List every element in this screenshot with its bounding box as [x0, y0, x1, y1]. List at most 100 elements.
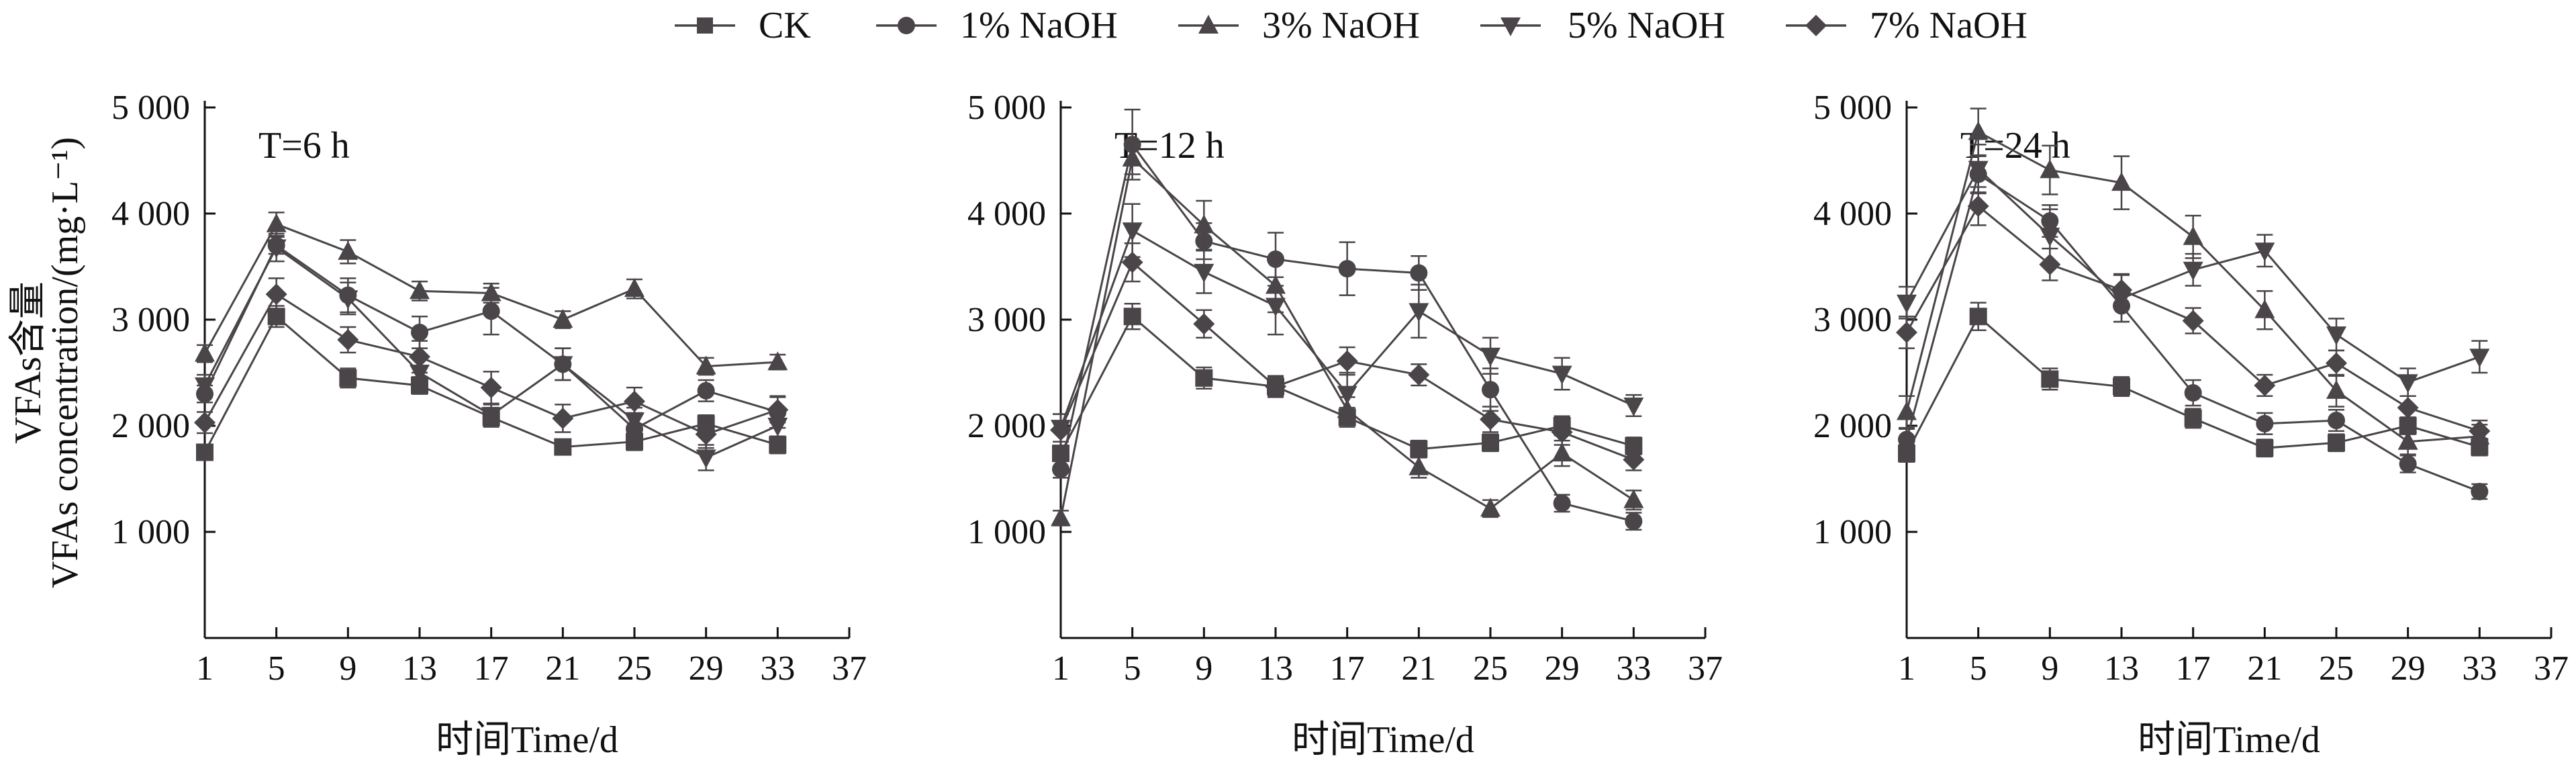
data-point [1552, 366, 1572, 385]
data-point [2185, 384, 2202, 402]
x-tick-label: 37 [2534, 649, 2569, 688]
y-tick-label: 2 000 [1813, 407, 1892, 445]
x-tick-label: 5 [1970, 649, 1987, 688]
x-tick-label: 17 [2176, 649, 2211, 688]
y-tick-label: 1 000 [111, 513, 190, 551]
data-point [338, 241, 358, 260]
data-point [624, 391, 645, 412]
data-point [1409, 457, 1429, 475]
data-point [1623, 398, 1643, 416]
data-point [2326, 326, 2346, 345]
x-tick-label: 21 [545, 649, 580, 688]
y-tick-label: 2 000 [967, 407, 1046, 445]
y-tick-label: 1 000 [967, 513, 1046, 551]
x-tick-label: 1 [1898, 649, 1915, 688]
x-tick-label: 25 [2319, 649, 2354, 688]
data-point [1896, 322, 1917, 343]
data-point [767, 399, 788, 420]
x-axis-title: 时间Time/d [1292, 719, 1474, 761]
x-axis-title: 时间Time/d [2138, 719, 2320, 761]
y-tick-label: 3 000 [967, 301, 1046, 339]
data-point [2039, 254, 2060, 275]
data-point [1482, 434, 1499, 451]
data-point [2471, 483, 2488, 500]
data-point [481, 283, 502, 302]
data-point [2326, 353, 2347, 374]
data-point [194, 412, 216, 433]
y-tick-label: 1 000 [1813, 513, 1892, 551]
data-point [1410, 441, 1427, 458]
data-point [696, 449, 716, 468]
x-tick-label: 29 [1545, 649, 1580, 688]
data-point [2328, 412, 2345, 429]
legend-item-3pct-naoh: 3% NaOH [1178, 5, 1420, 46]
x-tick-label: 9 [339, 649, 356, 688]
x-tick-label: 9 [1195, 649, 1212, 688]
data-point [1410, 264, 1427, 281]
x-tick-label: 17 [474, 649, 509, 688]
x-tick-label: 13 [1258, 649, 1293, 688]
data-point [196, 444, 213, 461]
chart-panels: 1 0002 0003 0004 0005 0001 5 9 13 17 21 25 29 33… [111, 89, 2569, 761]
x-tick-label: 5 [268, 649, 285, 688]
data-point [2469, 349, 2489, 367]
data-point [337, 329, 359, 351]
x-tick-label: 9 [2041, 649, 2058, 688]
legend-label-ck: CK [759, 5, 811, 46]
data-point [1480, 409, 1501, 430]
x-tick-label: 25 [1473, 649, 1508, 688]
y-tick-label: 3 000 [111, 301, 190, 339]
legend-item-7pct-naoh: 7% NaOH [1786, 5, 2028, 46]
data-point [1408, 364, 1429, 385]
y-axis-title-en: VFAs concentration/(mg·L⁻¹) [44, 137, 86, 588]
data-point [481, 377, 502, 398]
legend-label-5pct-naoh: 5% NaOH [1568, 5, 1725, 46]
data-point [2256, 439, 2273, 457]
x-tick-label: 13 [402, 649, 437, 688]
data-point [267, 214, 287, 232]
x-tick-label: 37 [832, 649, 867, 688]
data-point [1194, 264, 1214, 283]
data-point [410, 280, 430, 299]
data-point [1337, 351, 1358, 372]
data-point [1898, 431, 1915, 449]
data-point [1337, 386, 1357, 405]
data-point [1482, 381, 1499, 398]
data-point [2328, 434, 2345, 451]
data-point [1897, 295, 1917, 314]
data-point [2398, 374, 2418, 393]
data-point [1052, 445, 1069, 462]
data-point [2041, 370, 2058, 387]
x-tick-label: 13 [2104, 649, 2139, 688]
data-point [2183, 262, 2203, 281]
y-tick-label: 5 000 [1813, 89, 1892, 127]
legend-item-5pct-naoh: 5% NaOH [1480, 5, 1725, 46]
data-point [552, 408, 573, 429]
y-tick-label: 5 000 [111, 89, 190, 127]
chart-panel-1: 1 0002 0003 0004 0005 0001 5 9 13 17 21 25 29 33… [111, 89, 867, 761]
data-point [1124, 308, 1141, 325]
x-tick-label: 37 [1688, 649, 1723, 688]
data-point [1554, 494, 1571, 512]
data-point [411, 324, 428, 341]
series-3pct-naoh [1051, 142, 1643, 526]
series-5pct-naoh [1897, 144, 2489, 396]
x-tick-label: 25 [617, 649, 652, 688]
data-point [1195, 369, 1212, 387]
series-line [1061, 158, 1633, 518]
data-point [339, 369, 356, 387]
data-point [1052, 461, 1069, 478]
legend-label-7pct-naoh: 7% NaOH [1870, 5, 2028, 46]
x-tick-label: 5 [1124, 649, 1141, 688]
data-point [266, 283, 287, 305]
data-point [1123, 222, 1143, 241]
x-tick-label: 29 [689, 649, 724, 688]
data-point [1339, 260, 1356, 277]
legend-item-ck: CK [675, 5, 811, 46]
x-tick-label: 21 [2247, 649, 2282, 688]
y-axis-title: VFAs含量 VFAs concentration/(mg·L⁻¹) [7, 137, 86, 588]
chart-panel-3: 1 000 2 000 3 000 4 000 5 000 1 5 9 13 17 21 25 29 33… [1813, 89, 2569, 761]
data-point [554, 439, 571, 456]
y-tick-label: 4 000 [1813, 195, 1892, 233]
